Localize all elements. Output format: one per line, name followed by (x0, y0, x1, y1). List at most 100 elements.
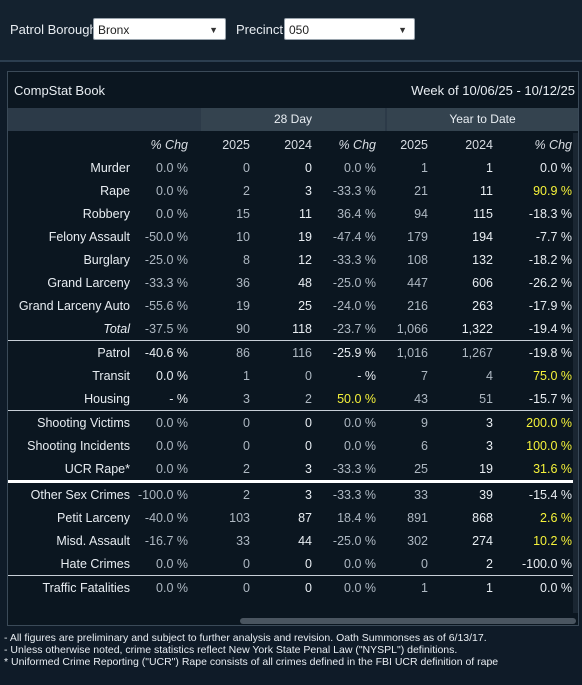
table-cell: 0.0 % (344, 438, 376, 453)
table-cell: 0.0 % (318, 410, 382, 434)
row-label: Hate Crimes (60, 556, 130, 571)
table-cell: 86 (194, 340, 256, 364)
table-cell: 18.4 % (337, 510, 376, 525)
precinct-select-value: 050 (289, 23, 310, 37)
vertical-scrollbar[interactable] (573, 133, 578, 613)
compstat-card: CompStat Book Week of 10/06/25 - 10/12/2… (7, 71, 579, 626)
column-header: 2024 (465, 137, 493, 152)
table-cell: -33.3 % (332, 183, 376, 198)
table-cell: 216 (407, 298, 428, 313)
table-cell: 0.0 % (156, 160, 188, 175)
table-cell: 25 (298, 298, 312, 313)
table-cell: 100.0 % (526, 438, 572, 453)
table-cell: 0.0 % (156, 556, 188, 571)
row-label: Shooting Incidents (27, 438, 130, 453)
horizontal-scrollbar[interactable] (8, 615, 578, 625)
table-cell: 0 (256, 410, 318, 434)
table-row: Other Sex Crimes -100.0 % 2 3 -33.3 % 33 39 -15… (8, 480, 578, 506)
scrollbar-thumb[interactable] (240, 618, 576, 624)
table-header-row: % Chg 2025 2024 % Chg 2025 2024 % Chg (8, 133, 578, 156)
table-cell: 11 (480, 183, 493, 198)
table-cell: 447 (407, 275, 428, 290)
table-cell: 94 (414, 206, 428, 221)
table-row: Shooting Victims 0.0 % 0 0 0.0 % 9 3 200.0 % (8, 410, 578, 434)
card-title: CompStat Book (14, 83, 106, 98)
row-label: Misd. Assault (56, 533, 130, 548)
table-cell: 0 (243, 160, 250, 175)
table-cell: 33 (382, 480, 434, 506)
table-row: Petit Larceny -40.0 % 103 87 18.4 % 891 868 2.6… (8, 506, 578, 529)
table-cell: 0.0 % (156, 206, 188, 221)
table-cell: -26.2 % (528, 275, 572, 290)
table-cell: 3 (256, 480, 318, 506)
row-label: Petit Larceny (57, 510, 130, 525)
table-cell: 0.0 % (540, 160, 572, 175)
table-row: Traffic Fatalities 0.0 % 0 0 0.0 % 1 1 0.0 % (8, 575, 578, 599)
table-cell: 0.0 % (344, 556, 376, 571)
table-cell: 263 (472, 298, 493, 313)
footnote: * Uniformed Crime Reporting ("UCR") Rape… (4, 656, 499, 668)
table-cell: 115 (473, 206, 493, 221)
table-cell: 1 (486, 160, 493, 175)
table-cell: 274 (472, 533, 493, 548)
precinct-select[interactable]: 050 ▼ (284, 18, 415, 40)
table-row: Patrol -40.6 % 86 116 -25.9 % 1,016 1,267 -19.8… (8, 340, 578, 364)
row-label: Total (103, 321, 130, 336)
card-header: CompStat Book Week of 10/06/25 - 10/12/2… (8, 72, 578, 108)
table-cell: 75.0 % (533, 368, 572, 383)
table-cell: -37.5 % (144, 321, 188, 336)
table-cell: 7 (421, 368, 428, 383)
row-label: Rape (100, 183, 130, 198)
borough-select[interactable]: Bronx ▼ (93, 18, 226, 40)
table-cell: -33.3 % (332, 252, 376, 267)
table-row: Burglary -25.0 % 8 12 -33.3 % 108 132 -18.2 % (8, 248, 578, 271)
table-row: Felony Assault -50.0 % 10 19 -47.4 % 179 194 -7… (8, 225, 578, 248)
row-label: Housing (84, 391, 130, 406)
table-cell: -25.0 % (144, 252, 188, 267)
table-cell: -40.6 % (138, 340, 194, 364)
table-cell: 0 (243, 438, 250, 453)
table-cell: 90.9 % (533, 183, 572, 198)
table-cell: - % (169, 391, 188, 406)
table-cell: 1 (434, 575, 499, 599)
week-range: Week of 10/06/25 - 10/12/25 (411, 83, 575, 98)
table-cell: 0.0 % (156, 461, 188, 476)
table-cell: -25.9 % (318, 340, 382, 364)
row-label: Grand Larceny (47, 275, 130, 290)
table-cell: 1,016 (382, 340, 434, 364)
table-cell: 51 (479, 391, 493, 406)
table-cell: 0 (256, 575, 318, 599)
table-cell: 1 (421, 160, 428, 175)
table-cell: 0.0 % (138, 575, 194, 599)
column-header: % Chg (338, 137, 376, 152)
table-row: Murder 0.0 % 0 0 0.0 % 1 1 0.0 % (8, 156, 578, 179)
table-cell: 0 (305, 368, 312, 383)
table-cell: -15.7 % (528, 391, 572, 406)
table-cell: -16.7 % (144, 533, 188, 548)
table-cell: 8 (243, 252, 250, 267)
table-cell: -17.9 % (528, 298, 572, 313)
table-cell: 0.0 % (156, 438, 188, 453)
table-cell: 116 (256, 340, 318, 364)
table-row: Misd. Assault -16.7 % 33 44 -25.0 % 302 274 10.… (8, 529, 578, 552)
row-label: Grand Larceny Auto (18, 298, 130, 313)
table-cell: 0 (421, 556, 428, 571)
table-row: Hate Crimes 0.0 % 0 0 0.0 % 0 2 -100.0 % (8, 552, 578, 576)
table-cell: 108 (407, 252, 428, 267)
table-cell: 118 (292, 321, 312, 336)
table-cell: 10.2 % (533, 533, 572, 548)
table-cell: 3 (243, 391, 250, 406)
row-label: Burglary (83, 252, 130, 267)
table-cell: 0 (305, 438, 312, 453)
table-cell: 302 (407, 533, 428, 548)
table-cell: -47.4 % (332, 229, 376, 244)
table-cell: -33.3 % (332, 461, 376, 476)
table-cell: 194 (472, 229, 493, 244)
table-cell: 19 (298, 229, 312, 244)
row-label: Other Sex Crimes (8, 480, 138, 506)
row-label: Transit (92, 368, 130, 383)
row-label: Patrol (8, 340, 138, 364)
table-cell: 0.0 % (318, 575, 382, 599)
table-cell: 10 (236, 229, 250, 244)
table-cell: -40.0 % (144, 510, 188, 525)
